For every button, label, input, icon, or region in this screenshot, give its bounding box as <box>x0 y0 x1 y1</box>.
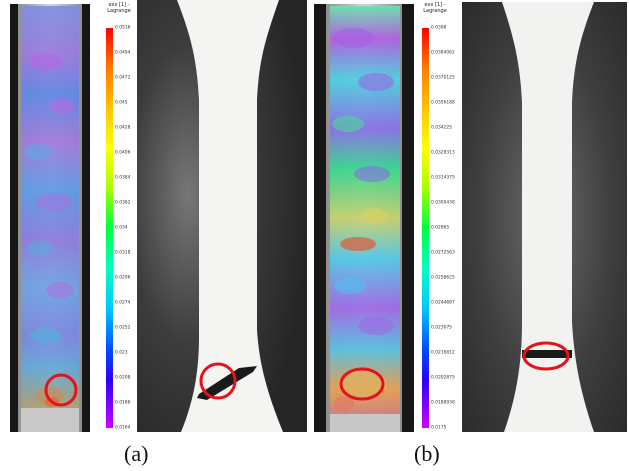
color-scale-legend-a: exx [1] - Lagrange 0.0516 0.0494 0.0472 0.0… <box>102 2 138 432</box>
failure-marker-a <box>44 373 78 407</box>
legend-tick-label: 0.02865 <box>431 225 450 231</box>
legend-tick-label: 0.0208 <box>115 375 131 381</box>
legend-tick-label: 0.0252 <box>115 325 131 331</box>
legend-title: exx [1] - Lagrange <box>107 2 131 14</box>
strain-map-b <box>330 6 400 432</box>
legend-tick-label: 0.0188938 <box>431 400 455 406</box>
color-scale-bar <box>106 28 113 428</box>
legend-tick-label: 0.0274 <box>115 300 131 306</box>
legend-tick-label: 0.034225 <box>431 125 452 131</box>
legend-tick-label: 0.0314375 <box>431 175 455 181</box>
specimen-photo-a <box>137 0 307 432</box>
failure-marker-photo-a <box>199 362 237 400</box>
legend-tick-label: 0.023 <box>115 350 128 356</box>
failure-marker-b <box>339 367 385 401</box>
legend-tick-label: 0.0272563 <box>431 250 455 256</box>
legend-tick-label: 0.0398 <box>431 25 447 31</box>
legend-tick-label: 0.0202875 <box>431 375 455 381</box>
legend-title: exx [1] - Lagrange <box>423 2 447 14</box>
strain-map-a <box>21 6 79 432</box>
legend-tick-label: 0.034 <box>115 225 128 231</box>
legend-tick-label: 0.0296 <box>115 275 131 281</box>
caption-b: (b) <box>414 441 440 466</box>
legend-tick-label: 0.0384 <box>115 175 131 181</box>
legend-tick-label: 0.0516 <box>115 25 131 31</box>
legend-tick-label: 0.0175 <box>431 425 447 431</box>
legend-tick-label: 0.0362 <box>115 200 131 206</box>
caption-a: (a) <box>124 441 149 466</box>
legend-tick-label: 0.0384062 <box>431 50 455 56</box>
legend-tick-label: 0.023075 <box>431 325 452 331</box>
legend-tick-label: 0.0244687 <box>431 300 455 306</box>
specimen-photo-b-image <box>462 2 627 432</box>
legend-tick-label: 0.0318 <box>115 250 131 256</box>
legend-tick-label: 0.0216812 <box>431 350 455 356</box>
legend-tick-label: 0.0328313 <box>431 150 455 156</box>
strain-map-strip-a <box>10 4 90 432</box>
legend-tick-label: 0.0186 <box>115 400 131 406</box>
specimen-photo-a-image <box>137 0 307 432</box>
legend-tick-label: 0.045 <box>115 100 128 106</box>
legend-tick-label: 0.0164 <box>115 425 131 431</box>
color-scale-legend-b: exx [1] - Lagrange 0.0398 0.0384062 0.0370… <box>418 2 462 432</box>
legend-tick-label: 0.0356188 <box>431 100 455 106</box>
legend-tick-label: 0.0406 <box>115 150 131 156</box>
legend-tick-label: 0.0472 <box>115 75 131 81</box>
failure-marker-photo-b <box>522 341 570 371</box>
color-scale-bar <box>422 28 429 428</box>
legend-tick-label: 0.0494 <box>115 50 131 56</box>
legend-tick-label: 0.0258625 <box>431 275 455 281</box>
specimen-photo-b <box>462 2 627 432</box>
legend-tick-label: 0.0300438 <box>431 200 455 206</box>
legend-tick-label: 0.0428 <box>115 125 131 131</box>
strain-map-strip-b <box>314 4 414 432</box>
legend-tick-label: 0.0370125 <box>431 75 455 81</box>
